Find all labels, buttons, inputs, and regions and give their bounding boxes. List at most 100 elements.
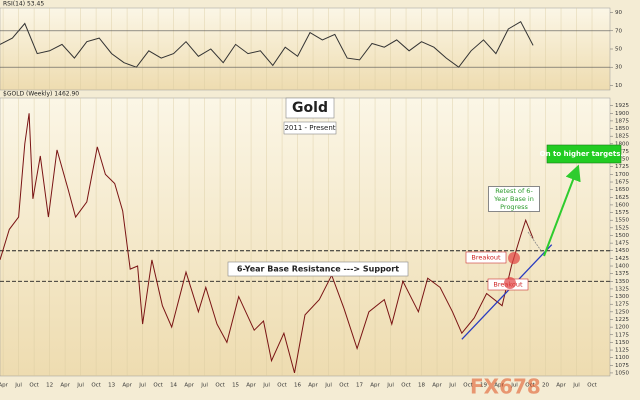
- y-tick-label: 1625: [615, 195, 629, 201]
- y-tick-label: 1250: [615, 309, 629, 315]
- y-tick-label: 10: [615, 83, 622, 89]
- y-tick-label: 1375: [615, 271, 629, 277]
- x-tick-label: 14: [170, 383, 177, 389]
- x-tick-label: Jul: [572, 383, 580, 389]
- x-tick-label: Apr: [308, 383, 318, 389]
- retest-arrow: [527, 231, 543, 253]
- x-tick-label: Apr: [122, 383, 132, 389]
- y-tick-label: 1675: [615, 180, 629, 186]
- y-tick-label: 1775: [615, 149, 629, 155]
- y-tick-label: 1325: [615, 286, 629, 292]
- series-line: [0, 113, 534, 374]
- x-tick-label: Oct: [463, 383, 473, 389]
- y-tick-label: 70: [615, 28, 622, 34]
- x-tick-label: Oct: [153, 383, 163, 389]
- breakout-marker: [508, 252, 520, 264]
- y-tick-label: 1425: [615, 256, 629, 262]
- x-tick-label: Jul: [200, 383, 208, 389]
- price-panel: [0, 97, 611, 377]
- x-tick-label: Oct: [29, 383, 39, 389]
- y-tick-label: 1550: [615, 218, 629, 224]
- x-tick-label: Apr: [432, 383, 442, 389]
- rsi-panel: [0, 7, 611, 91]
- annotation-box: [546, 144, 622, 164]
- y-tick-label: 1500: [615, 233, 629, 239]
- x-tick-label: Oct: [525, 383, 535, 389]
- y-tick-label: 50: [615, 47, 622, 53]
- x-tick-label: Apr: [60, 383, 70, 389]
- y-tick-label: 1650: [615, 187, 629, 193]
- x-tick-label: 13: [108, 383, 115, 389]
- x-tick-label: 19: [480, 383, 487, 389]
- x-tick-label: Jul: [448, 383, 456, 389]
- watermark: FX678: [470, 375, 541, 399]
- y-tick-label: 1075: [615, 363, 629, 369]
- y-tick-label: 1825: [615, 134, 629, 140]
- x-tick-label: Jul: [14, 383, 22, 389]
- annotation-box: Retest of 6-Year Base in Progress: [488, 186, 540, 212]
- y-tick-label: 1400: [615, 264, 629, 270]
- x-tick-label: Apr: [184, 383, 194, 389]
- annotation-box: [227, 261, 409, 277]
- x-tick-label: Jul: [386, 383, 394, 389]
- y-tick-label: 1900: [615, 111, 629, 117]
- y-tick-label: 1600: [615, 202, 629, 208]
- x-tick-label: Apr: [370, 383, 380, 389]
- x-tick-label: 20: [542, 383, 549, 389]
- x-tick-label: Oct: [91, 383, 101, 389]
- target-arrow: [543, 164, 581, 257]
- x-tick-label: 12: [46, 383, 53, 389]
- y-tick-label: 1050: [615, 370, 629, 376]
- y-tick-label: 1450: [615, 248, 629, 254]
- chart-subtitle: 2011 - Present: [284, 124, 335, 132]
- x-tick-label: Jul: [324, 383, 332, 389]
- y-tick-label: 30: [615, 65, 622, 71]
- x-tick-label: 17: [356, 383, 363, 389]
- y-tick-label: 1225: [615, 317, 629, 323]
- y-tick-label: 1575: [615, 210, 629, 216]
- series-line: [0, 21, 534, 68]
- annotation-box: [465, 251, 507, 264]
- x-tick-label: Oct: [339, 383, 349, 389]
- y-tick-label: 1350: [615, 279, 629, 285]
- y-tick-label: 1525: [615, 225, 629, 231]
- annotation: 6-Year Base Resistance ---> Support: [237, 265, 399, 274]
- x-tick-label: 16: [294, 383, 301, 389]
- y-tick-label: 1750: [615, 157, 629, 163]
- x-tick-label: 18: [418, 383, 425, 389]
- x-tick-label: Jul: [76, 383, 84, 389]
- x-tick-label: Apr: [0, 383, 9, 389]
- y-tick-label: 1300: [615, 294, 629, 300]
- y-tick-label: 1175: [615, 332, 629, 338]
- annotation: Retest of 6-Year Base in Progress: [488, 186, 540, 212]
- y-tick-label: 1850: [615, 126, 629, 132]
- x-tick-label: Apr: [246, 383, 256, 389]
- x-tick-label: Jul: [138, 383, 146, 389]
- trendline: [461, 244, 553, 340]
- y-tick-label: 1100: [615, 355, 629, 361]
- y-tick-label: 1800: [615, 141, 629, 147]
- x-tick-label: Oct: [401, 383, 411, 389]
- y-tick-label: 1125: [615, 348, 629, 354]
- y-tick-label: 1475: [615, 241, 629, 247]
- x-tick-label: Oct: [587, 383, 597, 389]
- annotation: On to higher targets...: [540, 150, 629, 158]
- annotation: Breakout: [471, 254, 501, 262]
- x-tick-label: Jul: [510, 383, 518, 389]
- price-header: $GOLD (Weekly) 1462.90: [3, 91, 79, 98]
- x-tick-label: Apr: [556, 383, 566, 389]
- x-tick-label: Apr: [494, 383, 504, 389]
- y-tick-label: 1275: [615, 302, 629, 308]
- y-tick-label: 90: [615, 10, 622, 16]
- subtitle-box: [283, 121, 337, 135]
- y-tick-label: 1875: [615, 118, 629, 124]
- title-box: [285, 97, 335, 119]
- x-tick-label: Oct: [277, 383, 287, 389]
- y-tick-label: 1925: [615, 103, 629, 109]
- rsi-header: RSI(14) 53.45: [3, 1, 44, 8]
- y-tick-label: 1150: [615, 340, 629, 346]
- y-tick-label: 1200: [615, 325, 629, 331]
- x-tick-label: Oct: [215, 383, 225, 389]
- x-tick-label: Jul: [262, 383, 270, 389]
